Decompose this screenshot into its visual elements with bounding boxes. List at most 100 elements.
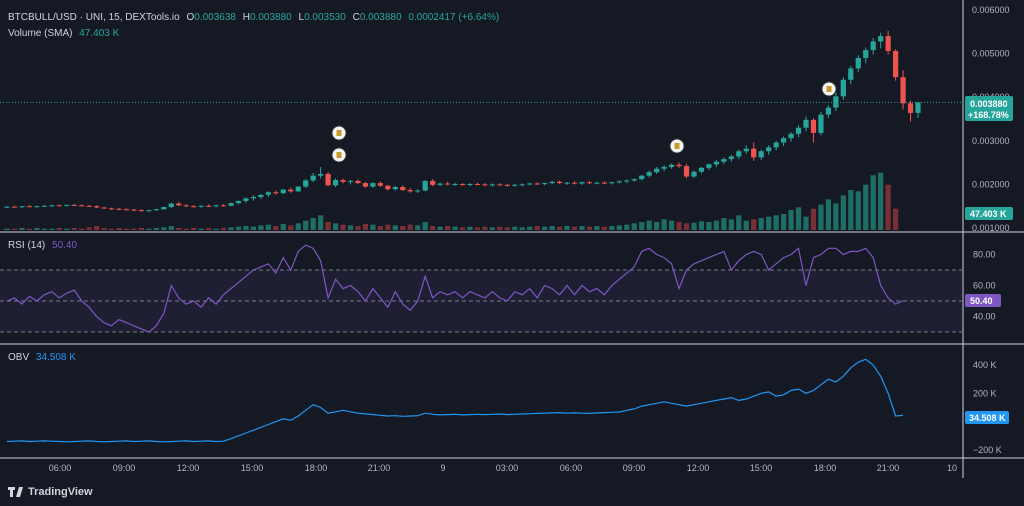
tradingview-logo-icon [8, 487, 23, 497]
volume-bar [86, 227, 92, 230]
candle [713, 161, 719, 165]
candle [370, 183, 376, 187]
rsi-value: 50.40 [52, 240, 78, 251]
obv-tick-label: −200 K [973, 445, 1002, 455]
volume-value: 47.403 K [79, 28, 120, 39]
volume-bar [706, 222, 712, 230]
candle [482, 184, 488, 186]
candle [183, 205, 189, 207]
candle [549, 181, 555, 184]
volume-bar [728, 219, 734, 230]
candle [840, 79, 846, 97]
volume-bar [310, 218, 316, 230]
candle [743, 148, 749, 152]
volume-bar [683, 223, 690, 230]
candle [161, 207, 167, 210]
rsi-tick-label: 40.00 [973, 312, 996, 322]
candle [280, 189, 286, 194]
rsi-label: RSI (14) [8, 240, 46, 251]
volume-bar [609, 226, 615, 230]
volume-bar [691, 222, 697, 230]
candle [863, 50, 869, 58]
candle [706, 164, 712, 168]
volume-bar [803, 216, 809, 230]
candle [191, 206, 197, 208]
volume-bar [332, 223, 339, 230]
volume-bar [863, 184, 869, 230]
rsi-legend: RSI (14) 50.40 [8, 240, 77, 251]
volume-bar [280, 224, 286, 230]
volume-bar [347, 225, 354, 230]
candle [295, 186, 301, 192]
candle [527, 183, 533, 185]
candle [825, 107, 832, 115]
volume-bar [243, 226, 249, 230]
candle [624, 180, 630, 182]
candle [392, 187, 398, 190]
volume-bar [571, 226, 578, 230]
candle [654, 168, 660, 173]
candle [512, 184, 518, 186]
candle [780, 138, 787, 143]
candle [318, 173, 324, 176]
candle [616, 181, 622, 183]
candle [773, 142, 779, 148]
volume-bar [601, 226, 607, 230]
low-value: 0.003530 [304, 12, 346, 23]
volume-bar [258, 225, 264, 230]
candle [86, 205, 92, 207]
candle [4, 206, 10, 208]
price-tick-label: 0.006000 [972, 5, 1010, 15]
candle [885, 36, 891, 51]
candle [303, 180, 309, 187]
volume-bar [303, 220, 309, 230]
candle [146, 210, 152, 212]
time-tick-label: 09:00 [113, 463, 136, 473]
candle [766, 147, 772, 152]
candle [11, 206, 18, 208]
time-tick-label: 18:00 [305, 463, 328, 473]
candle [818, 114, 824, 133]
obv-legend: OBV 34.508 K [8, 352, 76, 363]
volume-badge [965, 207, 1013, 220]
brand-label: TradingView [28, 486, 93, 498]
volume-bar [235, 226, 242, 230]
volume-bar [101, 228, 107, 230]
close-label: C [352, 12, 360, 23]
volume-bar [206, 228, 212, 230]
close-value: 0.003880 [359, 12, 402, 23]
volume-bar [19, 228, 25, 230]
candle [64, 204, 70, 206]
candle [93, 206, 100, 208]
candle [803, 119, 809, 128]
volume-bar [736, 215, 742, 230]
high-value: 0.003880 [250, 12, 292, 23]
candle [213, 205, 219, 207]
candle [459, 183, 466, 185]
volume-bar [407, 224, 413, 230]
volume-label: Volume (SMA) [8, 28, 73, 39]
volume-bar [855, 191, 861, 230]
candle [444, 183, 451, 185]
price-tick-label: 0.005000 [972, 49, 1010, 59]
candle [467, 183, 473, 185]
candle [355, 180, 361, 184]
volume-bar [26, 228, 33, 230]
time-tick-label: 21:00 [877, 463, 900, 473]
candle [258, 194, 264, 198]
volume-bar [362, 224, 369, 230]
obv-label: OBV [8, 352, 30, 363]
volume-bar [168, 226, 174, 230]
obv-badge [965, 411, 1009, 424]
candle [243, 198, 249, 201]
volume-bar [721, 218, 727, 230]
candle [601, 182, 607, 184]
obv-line [6, 358, 904, 443]
volume-bar [825, 199, 832, 230]
tradingview-logo[interactable]: TradingView [8, 486, 93, 498]
volume-bar [56, 228, 62, 230]
volume-bar [444, 226, 451, 230]
time-tick-label: 09:00 [623, 463, 646, 473]
candle [19, 206, 25, 208]
